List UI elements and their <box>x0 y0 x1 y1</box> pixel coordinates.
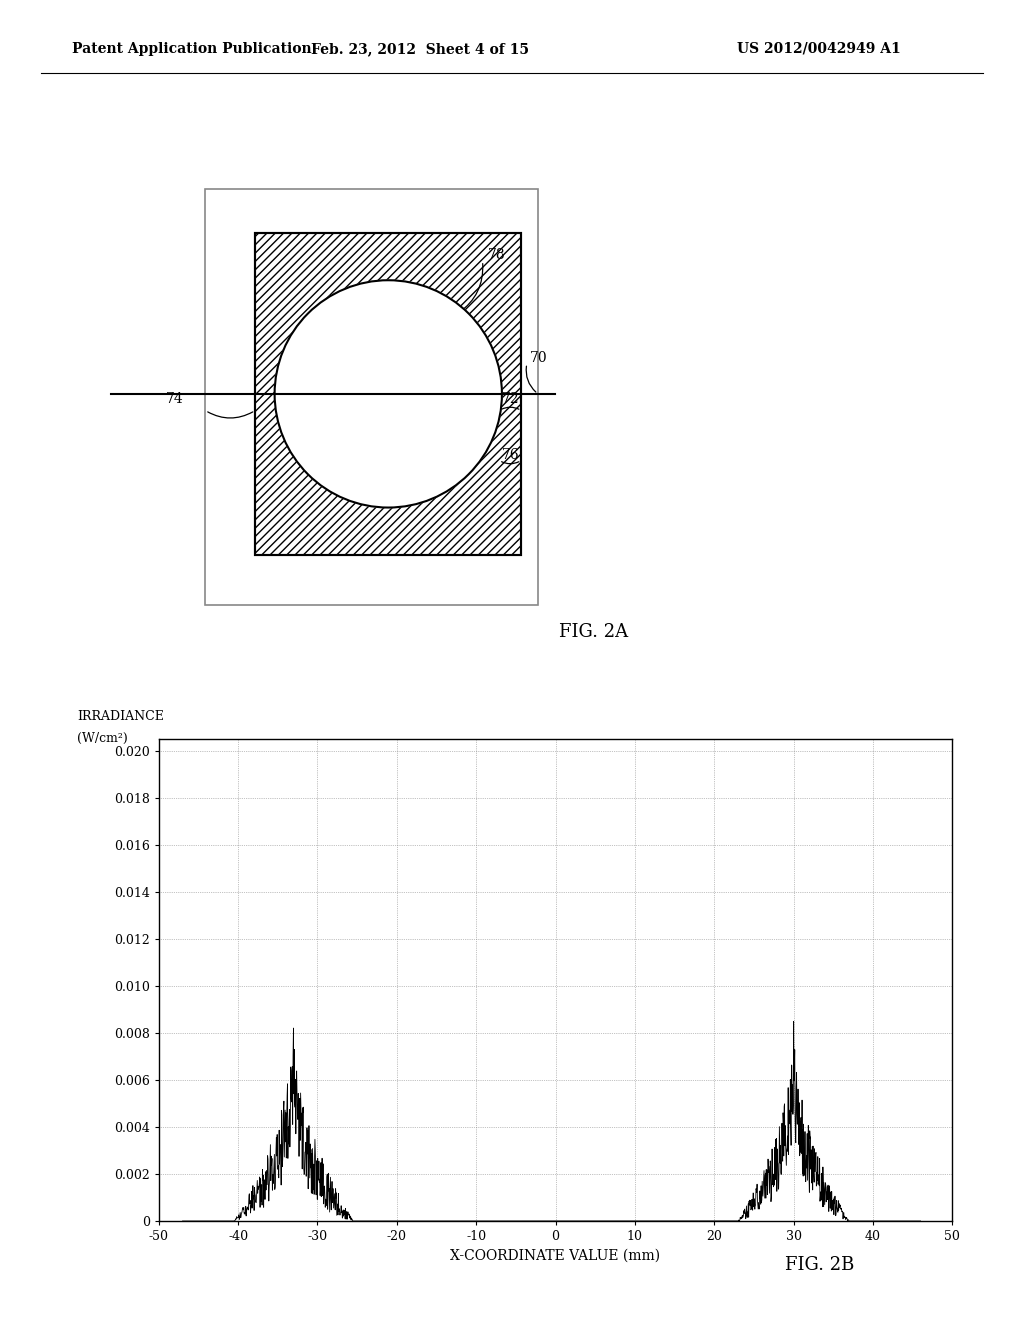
X-axis label: X-COORDINATE VALUE (mm): X-COORDINATE VALUE (mm) <box>451 1249 660 1263</box>
Text: FIG. 2B: FIG. 2B <box>784 1255 854 1274</box>
Text: US 2012/0042949 A1: US 2012/0042949 A1 <box>737 42 901 55</box>
Circle shape <box>274 280 502 507</box>
Bar <box>255 234 521 554</box>
Text: 78: 78 <box>488 248 506 263</box>
Text: (W/cm²): (W/cm²) <box>77 731 128 744</box>
Text: FIG. 2A: FIG. 2A <box>559 623 628 642</box>
Text: Patent Application Publication: Patent Application Publication <box>72 42 311 55</box>
Text: 74: 74 <box>166 392 183 407</box>
Text: 72: 72 <box>502 392 519 407</box>
Text: 76: 76 <box>502 447 519 462</box>
Bar <box>206 189 538 605</box>
Text: Feb. 23, 2012  Sheet 4 of 15: Feb. 23, 2012 Sheet 4 of 15 <box>311 42 528 55</box>
Bar <box>255 234 521 554</box>
Text: 70: 70 <box>529 351 547 364</box>
Text: IRRADIANCE: IRRADIANCE <box>77 710 164 723</box>
